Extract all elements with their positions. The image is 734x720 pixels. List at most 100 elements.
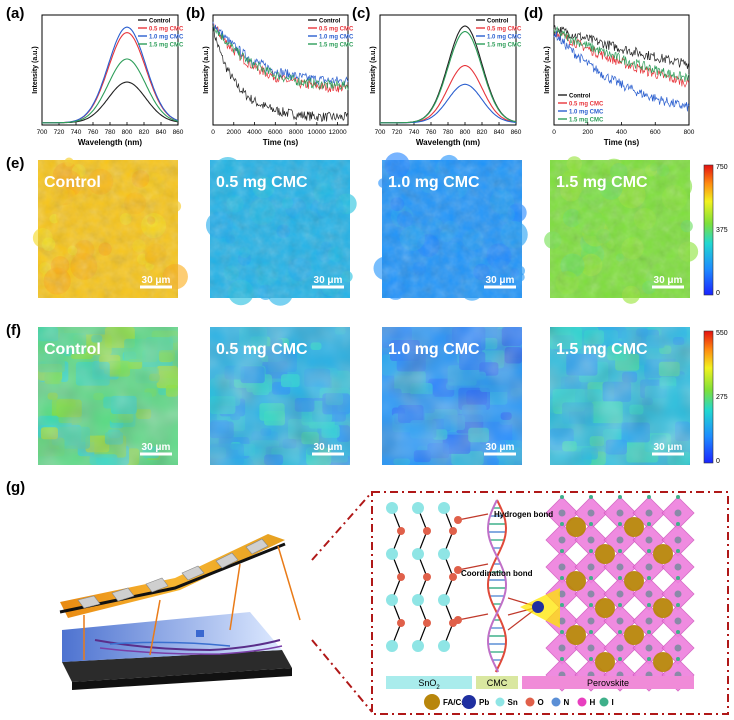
series-line [553,26,690,83]
pb-highlight [532,601,544,613]
panel-label-g: (g) [6,479,25,496]
series-line [212,25,349,91]
sno2-bar [386,676,472,689]
o-atom [423,619,431,627]
fa-cs-cation [624,625,644,645]
x-tick-label: 8000 [289,129,304,136]
legend-entry: 1.5 mg CMC [487,43,522,49]
i-atom [589,495,593,499]
series-line [553,30,690,112]
legend-entry: Control [569,94,591,100]
pb-atom [558,644,566,652]
chart-b: 0 2000 4000 6000 8000 10000 12000 Time (ns) Inte… [203,14,354,147]
i-atom [676,576,680,580]
map-texture [38,327,178,465]
legend-entry: Control [149,19,171,25]
sn-atom [438,548,450,560]
o-atom [449,573,457,581]
o-atom [397,619,405,627]
key-swatch [495,697,505,707]
legend-entry: 1.5 mg CMC [149,43,184,49]
svg-text:SnO2: SnO2 [418,678,440,691]
i-atom [647,603,651,607]
x-tick-label: 4000 [247,129,262,136]
x-tick-label: 860 [511,129,522,136]
x-tick-label: 820 [139,129,150,136]
pl-map: 1.5 mg CMC 30 μm [544,156,699,304]
x-tick-label: 10000 [308,129,326,136]
sn-atom [438,502,450,514]
sn-atom [386,640,398,652]
scale-bar-label: 30 μm [486,275,515,286]
o-atom [449,527,457,535]
colorbar-tick: 0 [716,290,720,297]
map-row-e: Control 30 μm 0.5 mg CMC 30 μm 1.0 mg CMC 30 … [32,152,728,306]
colorbar-tick: 750 [716,164,728,171]
sn-atom [412,548,424,560]
y-axis-label: Intensity (a.u.) [370,46,377,93]
y-axis-label: Intensity (a.u.) [32,46,39,93]
fa-cs-cation [653,598,673,618]
sn-atom [438,640,450,652]
scale-bar-label: 30 μm [142,442,171,453]
pl-map: Control 30 μm [32,157,188,298]
i-atom [618,576,622,580]
pb-atom [587,590,595,598]
line-charts: 700 720 740 760 780 800 820 840 860 Wavelength (n… [32,14,695,147]
sn-atom [386,548,398,560]
x-tick-label: 0 [552,129,556,136]
key-label: H [590,698,596,707]
x-tick-label: 840 [494,129,505,136]
i-atom [647,630,651,634]
map-label: 1.5 mg CMC [556,341,648,358]
map-label: Control [44,174,101,191]
i-atom [560,630,564,634]
pl-map: 1.0 mg CMC 30 μm [373,152,528,301]
o-atom [454,516,462,524]
fa-cs-cation [566,517,586,537]
series-line [553,31,690,88]
pl-map: Control 30 μm [38,327,178,465]
x-tick-label: 760 [88,129,99,136]
i-atom [647,549,651,553]
hydrogen-bond-label: Hydrogen bond [494,510,553,519]
sno2-bar-label: SnO [418,678,436,688]
series-line [380,25,517,124]
i-atom [560,657,564,661]
i-atom [676,549,680,553]
i-atom [676,495,680,499]
i-atom [676,630,680,634]
map-texture [550,327,690,465]
pb-atom [587,563,595,571]
y-axis-label: Intensity (a.u.) [203,46,210,93]
colorbar [703,330,714,464]
fa-cs-cation [595,544,615,564]
x-tick-label: 2000 [227,129,242,136]
pb-atom [558,563,566,571]
i-atom [618,603,622,607]
x-tick-label: 780 [443,129,454,136]
i-atom [560,549,564,553]
i-atom [618,630,622,634]
i-atom [589,657,593,661]
i-atom [676,522,680,526]
sn-atom [412,640,424,652]
perovskite-bar [522,676,694,689]
x-tick-label: 800 [122,129,133,136]
legend-entry: 1.5 mg CMC [569,118,604,124]
pb-atom [674,536,682,544]
pb-atom [587,644,595,652]
i-atom [560,603,564,607]
panel-label-e: (e) [6,155,24,172]
scale-bar-label: 30 μm [486,442,515,453]
series-line [380,65,517,124]
interface-schematic: Hydrogen bond Coordination bond SnO2 CMC… [371,491,729,715]
scale-bar-label: 30 μm [654,442,683,453]
coordination-bond-label: Coordination bond [461,569,533,578]
pb-atom [645,563,653,571]
key-swatch [525,697,535,707]
pb-atom [616,509,624,517]
pb-atom [674,644,682,652]
i-atom [647,657,651,661]
x-tick-label: 700 [375,129,386,136]
